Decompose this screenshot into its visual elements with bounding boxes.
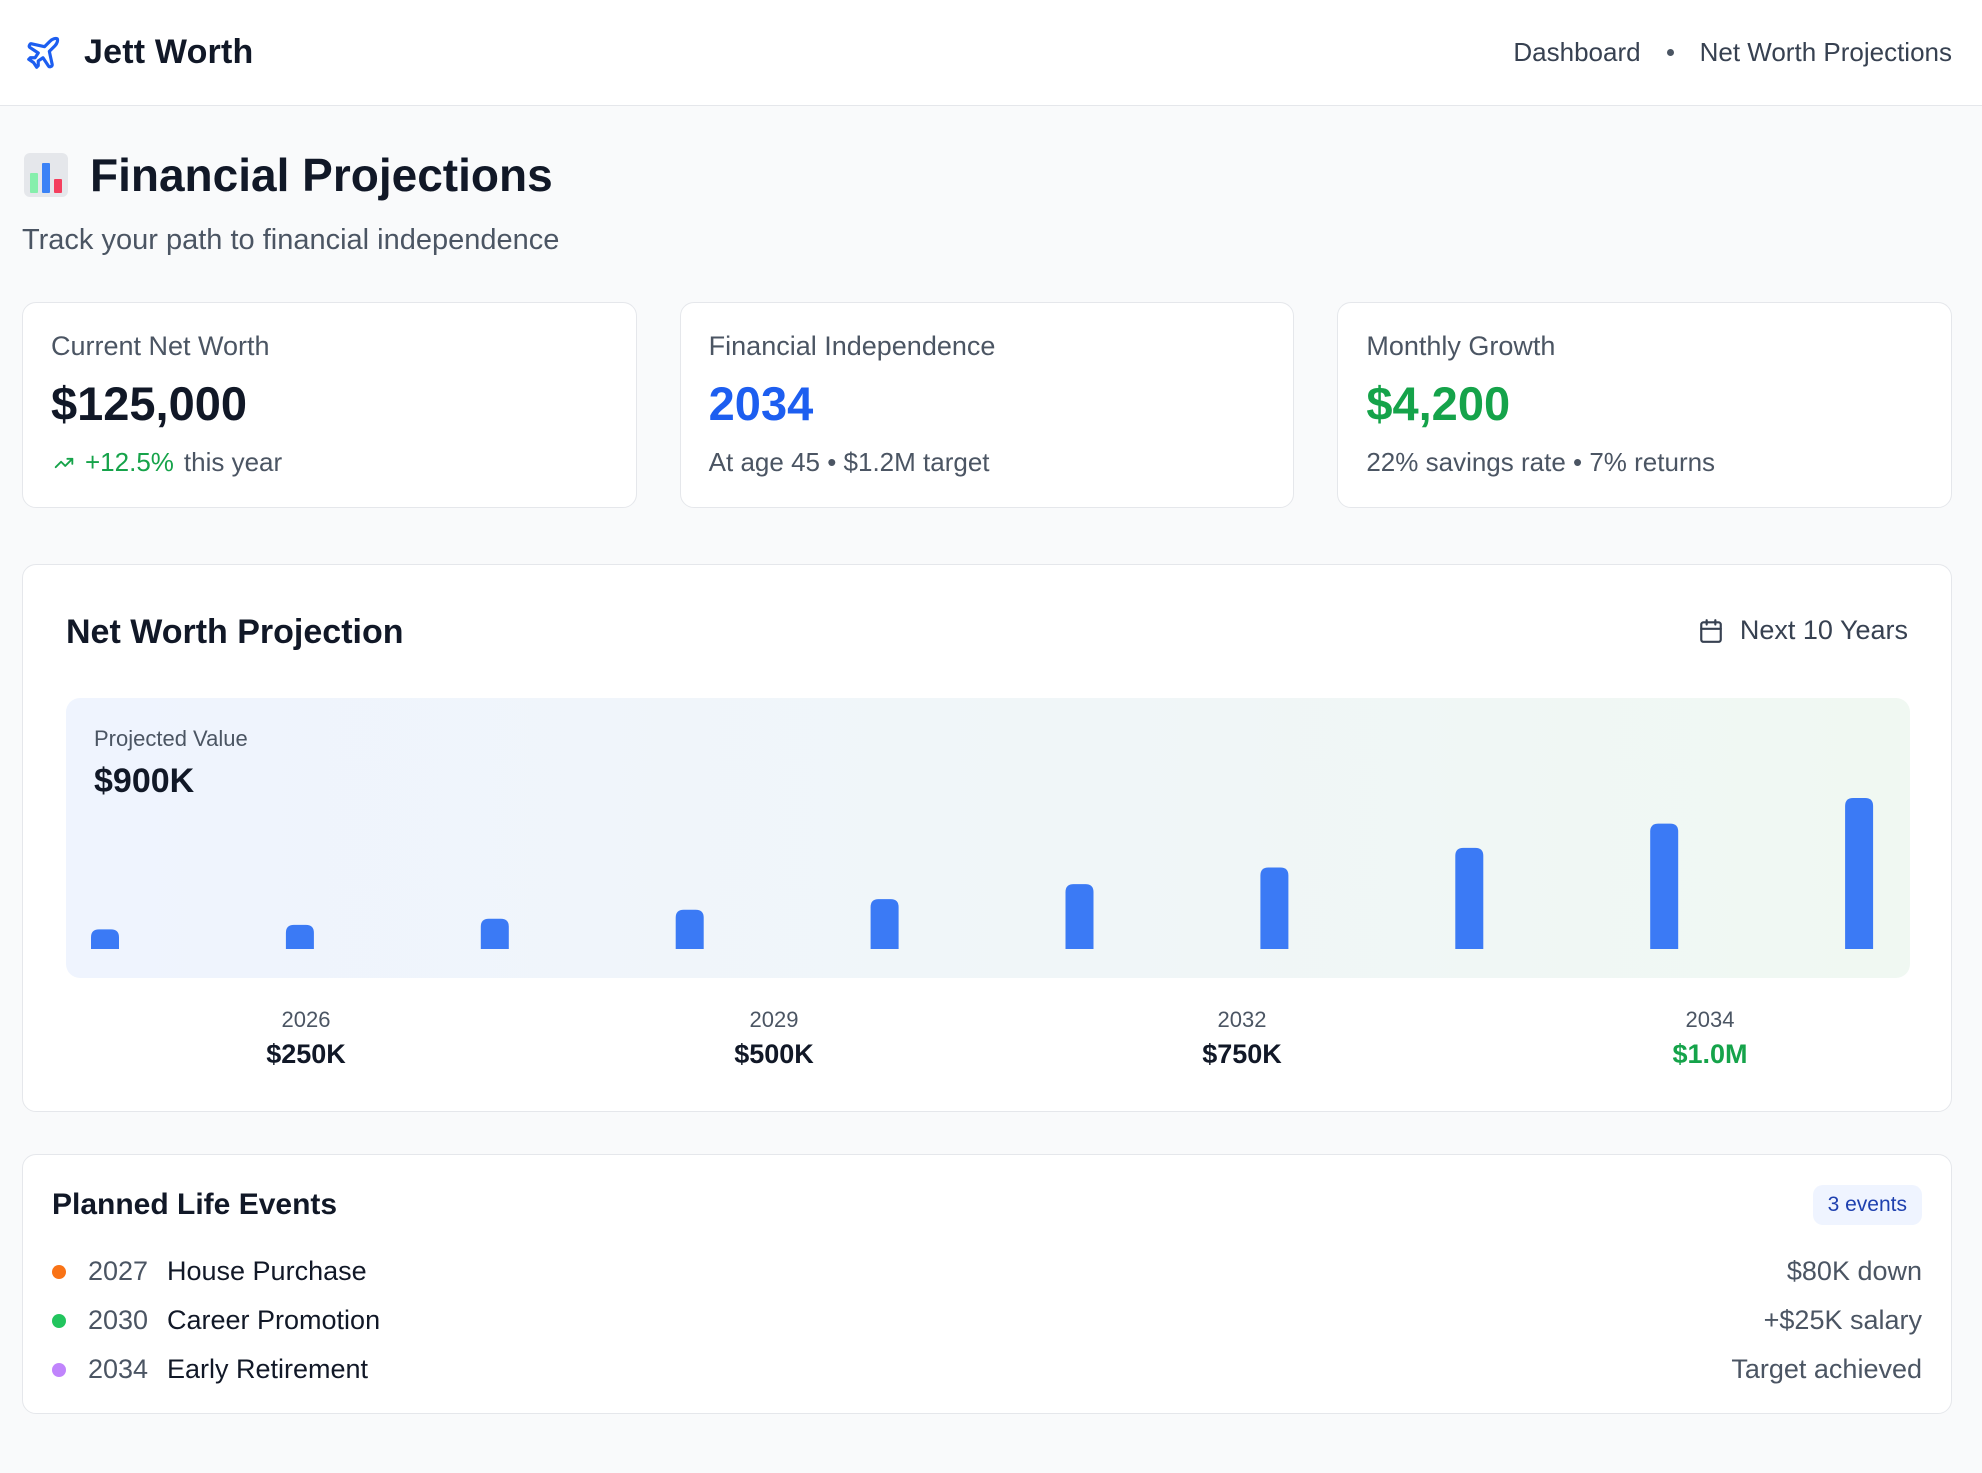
events-title: Planned Life Events — [52, 1188, 338, 1221]
event-year: 2027 — [88, 1256, 149, 1286]
card-value: $125,000 — [51, 377, 248, 430]
card-note: +12.5% this year — [51, 447, 608, 478]
card-label: Monthly Growth — [1366, 331, 1556, 361]
page-header: Financial Projections Track your path to… — [22, 148, 559, 257]
bar-series — [91, 798, 1874, 949]
bar-4 — [675, 909, 704, 949]
event-list: 2027 House Purchase $80K down 2030 Caree… — [52, 1247, 1922, 1394]
event-dot — [52, 1264, 66, 1279]
brand[interactable]: Jett Worth — [24, 33, 253, 72]
event-detail: Target achieved — [1731, 1354, 1922, 1384]
milestone-value: $750K — [1202, 1039, 1282, 1069]
bar-7 — [1260, 867, 1289, 949]
event-house-purchase[interactable]: 2027 House Purchase $80K down — [52, 1247, 1922, 1296]
trend: +12.5% — [51, 447, 174, 478]
chart-title: Net Worth Projection — [66, 613, 404, 651]
event-dot — [52, 1362, 66, 1377]
page-title: Financial Projections — [90, 149, 553, 201]
milestone-value: $1.0M — [1672, 1039, 1748, 1069]
chart-plot: Projected Value $900K — [66, 698, 1910, 978]
event-name: Career Promotion — [167, 1305, 381, 1335]
top-bar: Jett Worth Dashboard Net Worth Projectio… — [0, 0, 1982, 106]
projected-value-label: Projected Value — [94, 726, 248, 751]
card-value: 2034 — [708, 377, 814, 430]
card-note: At age 45 • $1.2M target — [708, 447, 990, 477]
event-early-retirement[interactable]: 2034 Early Retirement Target achieved — [52, 1345, 1922, 1394]
milestone-2026: 2026 $250K — [206, 1007, 406, 1070]
bar-9 — [1650, 823, 1679, 949]
bar-3 — [480, 918, 509, 949]
calendar-icon — [1700, 618, 1722, 643]
milestone-2034: 2034 $1.0M — [1610, 1007, 1810, 1070]
bar-8 — [1455, 847, 1484, 949]
bar-1 — [91, 929, 119, 949]
page-subtitle: Track your path to financial independenc… — [22, 224, 560, 256]
stat-cards: Current Net Worth $125,000 +12.5% this y… — [22, 302, 1953, 508]
projected-value: $900K — [94, 762, 195, 800]
brand-name: Jett Worth — [84, 33, 254, 71]
events-count-badge: 3 events — [1812, 1185, 1922, 1225]
breadcrumb-dashboard[interactable]: Dashboard — [1513, 37, 1641, 67]
event-year: 2030 — [88, 1305, 149, 1335]
current-net-worth-card: Current Net Worth $125,000 +12.5% this y… — [22, 302, 637, 508]
milestone-value: $500K — [734, 1039, 814, 1069]
milestone-2029: 2029 $500K — [674, 1007, 874, 1070]
event-name: Early Retirement — [167, 1354, 369, 1384]
monthly-growth-card: Monthly Growth $4,200 22% savings rate •… — [1337, 302, 1953, 508]
trending-up-icon — [54, 457, 74, 468]
card-label: Current Net Worth — [51, 331, 270, 361]
planned-life-events-card: Planned Life Events 3 events 2027 House … — [22, 1154, 1952, 1414]
range-label: Next 10 Years — [1739, 615, 1908, 645]
milestone-year: 2034 — [1685, 1007, 1735, 1032]
event-year: 2034 — [88, 1354, 149, 1384]
breadcrumb-separator — [1666, 49, 1674, 56]
range-selector[interactable]: Next 10 Years — [1698, 615, 1908, 646]
bar-chart-icon — [24, 153, 68, 197]
milestone-year: 2026 — [281, 1007, 331, 1032]
breadcrumb: Dashboard Net Worth Projections — [1513, 37, 1952, 68]
event-name: House Purchase — [167, 1256, 367, 1286]
bar-2 — [285, 924, 314, 949]
card-label: Financial Independence — [708, 331, 996, 361]
event-dot — [52, 1313, 66, 1328]
event-detail: +$25K salary — [1763, 1305, 1922, 1335]
net-worth-projection-card: Net Worth Projection Next 10 Years Proje… — [22, 564, 1952, 1112]
event-detail: $80K down — [1786, 1256, 1922, 1286]
event-career-promotion[interactable]: 2030 Career Promotion +$25K salary — [52, 1296, 1922, 1345]
trend-period: this year — [183, 447, 283, 477]
milestone-value: $250K — [266, 1039, 346, 1069]
bar-10 — [1845, 798, 1874, 949]
trend-value: +12.5% — [85, 447, 174, 477]
card-value: $4,200 — [1366, 377, 1511, 430]
milestone-2032: 2032 $750K — [1142, 1007, 1342, 1070]
milestone-year: 2029 — [749, 1007, 799, 1032]
bar-5 — [870, 899, 899, 949]
card-note: 22% savings rate • 7% returns — [1366, 447, 1716, 477]
breadcrumb-net-worth-projections[interactable]: Net Worth Projections — [1699, 37, 1952, 67]
milestone-year: 2032 — [1217, 1007, 1267, 1032]
milestones: 2026 $250K 2029 $500K 2032 $750K 2034 $1… — [23, 1007, 1953, 1087]
plane-icon — [27, 36, 60, 69]
bar-6 — [1065, 884, 1094, 949]
financial-independence-card: Financial Independence 2034 At age 45 • … — [679, 302, 1295, 508]
